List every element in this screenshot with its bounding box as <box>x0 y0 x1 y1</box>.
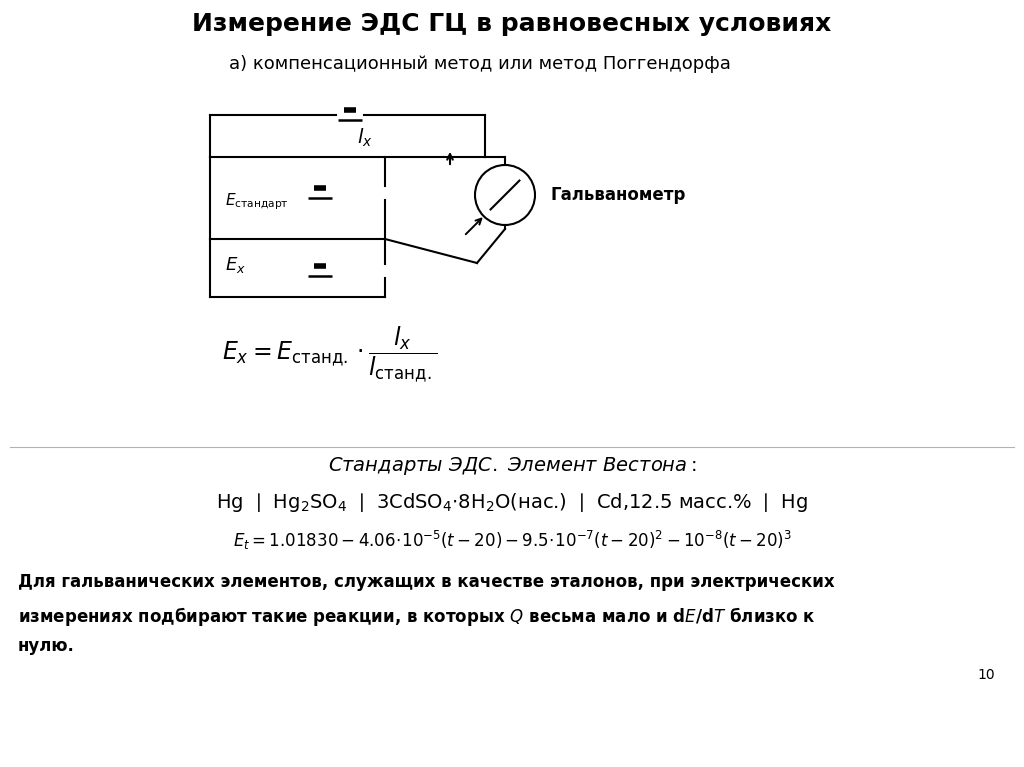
Text: Для гальванических элементов, служащих в качестве эталонов, при электрических: Для гальванических элементов, служащих в… <box>18 573 835 591</box>
Text: $l_x$: $l_x$ <box>357 127 373 149</box>
Text: Гальванометр: Гальванометр <box>550 186 685 204</box>
Text: нулю.: нулю. <box>18 637 75 655</box>
Text: а) компенсационный метод или метод Поггендорфа: а) компенсационный метод или метод Погге… <box>229 55 731 73</box>
Text: $E_t = 1.01830 - 4.06\!\cdot\!10^{-5}(t-20) - 9.5\!\cdot\!10^{-7}(t-20)^2 - 10^{: $E_t = 1.01830 - 4.06\!\cdot\!10^{-5}(t-… <box>232 529 792 552</box>
Text: Измерение ЭДС ГЦ в равновесных условиях: Измерение ЭДС ГЦ в равновесных условиях <box>193 12 831 36</box>
Text: $\mathbf{\mathit{Стандарты\ ЭДС.}}$$\mathit{\ Элемент\ Вестона:}$: $\mathbf{\mathit{Стандарты\ ЭДС.}}$$\mat… <box>328 455 696 477</box>
Text: Hg $\mid$ Hg$_2$SO$_4$ $\mid$ 3CdSO$_4{\cdot}$8H$_2$O(нас.) $\mid$ Cd,12.5 масс.: Hg $\mid$ Hg$_2$SO$_4$ $\mid$ 3CdSO$_4{\… <box>216 491 808 514</box>
Text: измерениях подбирают такие реакции, в которых $Q$ весьма мало и d$E$/d$T$ близко: измерениях подбирают такие реакции, в ко… <box>18 605 816 628</box>
Text: $E_x = E_{\mathrm{станд.}} \cdot \dfrac{l_x}{l_{\mathrm{станд.}}}$: $E_x = E_{\mathrm{станд.}} \cdot \dfrac{… <box>222 325 437 385</box>
Text: $E_x$: $E_x$ <box>225 255 246 275</box>
Text: 10: 10 <box>977 668 995 682</box>
Text: $E_{\mathrm{стандарт}}$: $E_{\mathrm{стандарт}}$ <box>225 192 289 212</box>
